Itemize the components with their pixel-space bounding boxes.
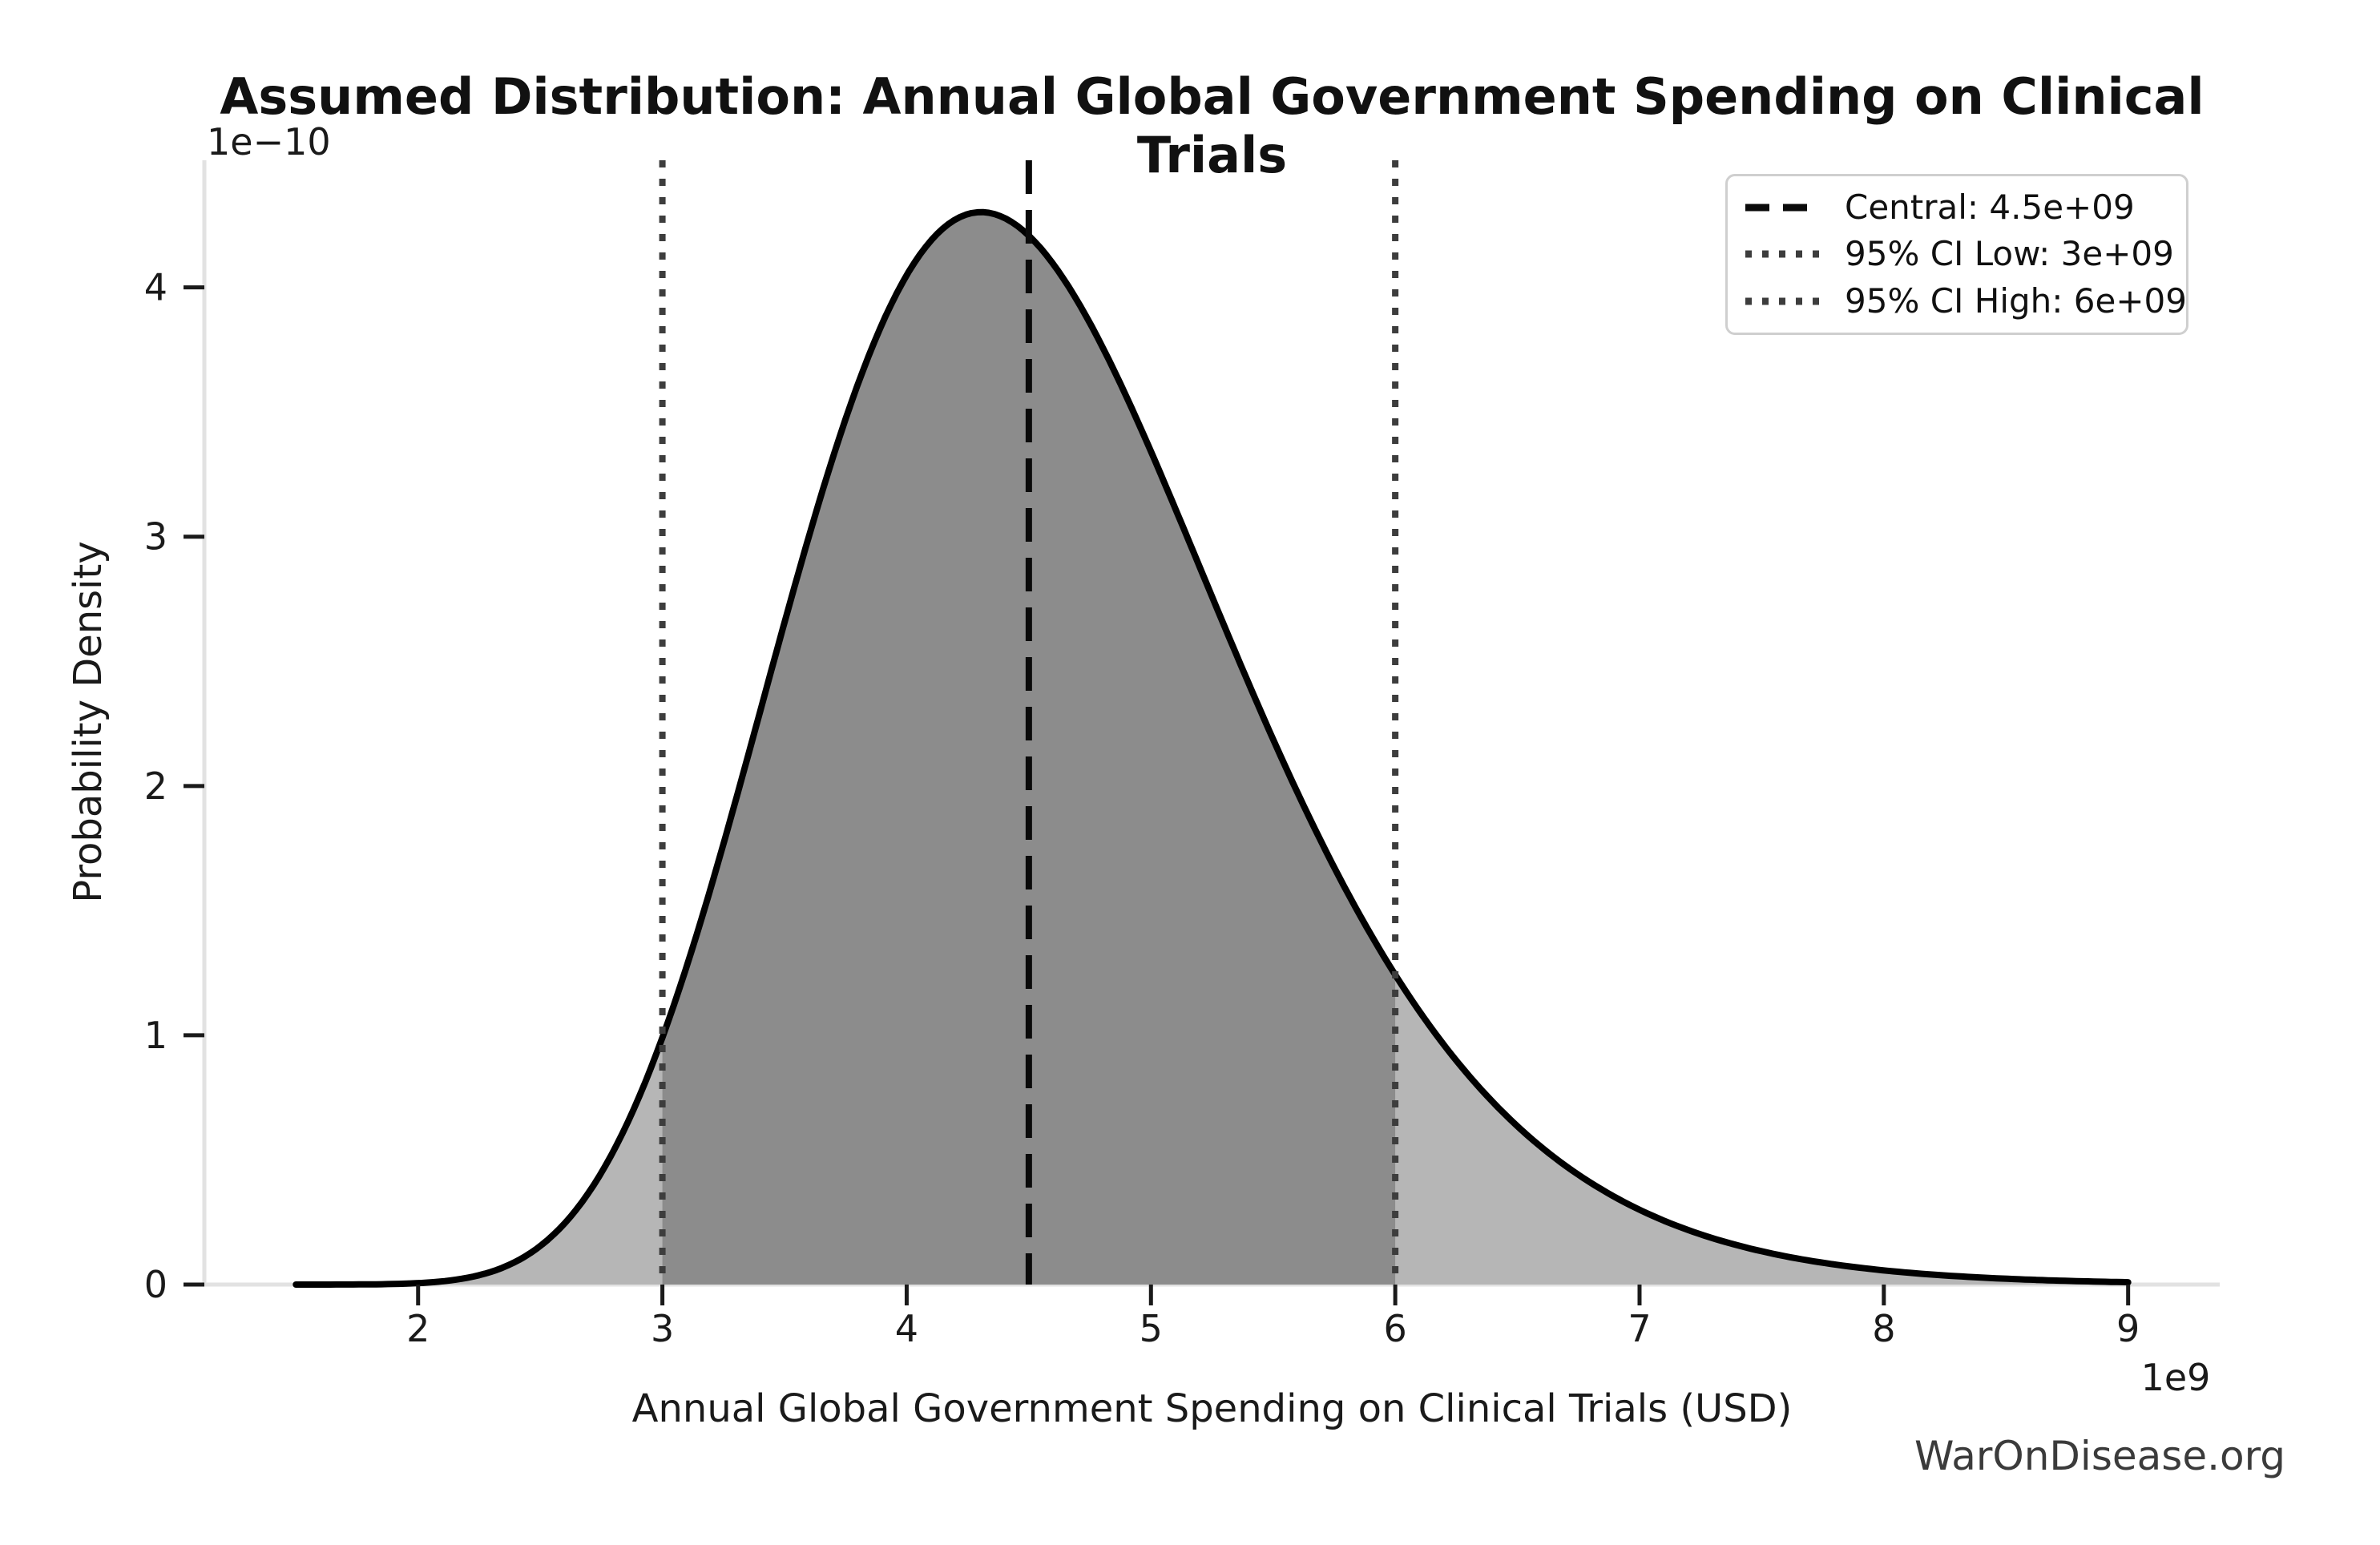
x-tick-label: 2	[406, 1307, 430, 1350]
density-fill-ci	[662, 212, 1396, 1285]
x-tick-label: 6	[1383, 1307, 1406, 1350]
legend-label-ci-low: 95% CI Low: 3e+09	[1845, 234, 2174, 274]
x-tick-label: 5	[1140, 1307, 1163, 1350]
legend-entry-ci-low: 95% CI Low: 3e+09	[1744, 232, 2186, 276]
x-tick-label: 4	[895, 1307, 918, 1350]
dotted-line-swatch	[1745, 250, 1819, 258]
x-axis-offset-label: 1e9	[2140, 1356, 2211, 1399]
chart-title: Assumed Distribution: Annual Global Gove…	[220, 67, 2205, 184]
x-axis-label: Annual Global Government Spending on Cli…	[631, 1386, 1793, 1431]
dotted-line-swatch	[1745, 297, 1819, 305]
y-axis-label: Probability Density	[66, 541, 111, 903]
legend-entry-central: Central: 4.5e+09	[1744, 185, 2186, 230]
y-tick-label: 0	[144, 1263, 167, 1306]
y-tick-label: 2	[144, 764, 167, 808]
y-axis-offset-label: 1e−10	[207, 120, 331, 163]
density-curve	[292, 208, 2132, 1288]
x-tick-label: 8	[1872, 1307, 1895, 1350]
dashed-line-swatch	[1745, 204, 1819, 212]
y-tick-label: 3	[144, 515, 167, 559]
legend-label-ci-high: 95% CI High: 6e+09	[1845, 280, 2187, 321]
legend: Central: 4.5e+09 95% CI Low: 3e+09 95% C…	[1725, 174, 2188, 335]
y-tick-label: 4	[144, 266, 167, 309]
x-tick-label: 9	[2116, 1307, 2140, 1350]
legend-entry-ci-high: 95% CI High: 6e+09	[1744, 279, 2187, 324]
x-tick-label: 7	[1628, 1307, 1651, 1350]
y-tick-label: 1	[144, 1014, 167, 1057]
x-tick-label: 3	[651, 1307, 674, 1350]
legend-label-central: Central: 4.5e+09	[1845, 188, 2135, 228]
watermark: WarOnDisease.org	[1914, 1433, 2285, 1479]
